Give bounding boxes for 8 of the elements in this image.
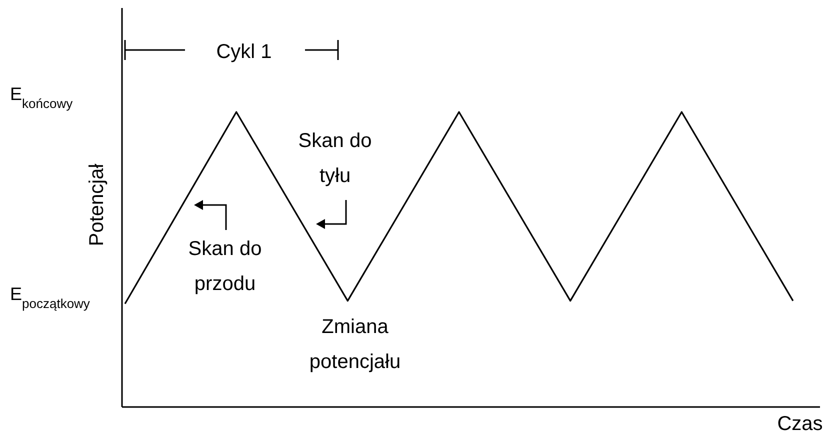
text: E$_{końcowy}$ bbox=[10, 84, 74, 110]
x-axis-title: Czas bbox=[777, 413, 823, 435]
annotation: Skan do tyłu bbox=[298, 130, 372, 187]
annotation: Zmiana potencjału bbox=[309, 316, 401, 373]
annotation: Skan do przodu bbox=[188, 238, 262, 295]
text: E$_{początkowy}$ bbox=[10, 284, 90, 310]
y-axis-title: Potencjał bbox=[86, 163, 108, 246]
text: Cykl 1 bbox=[216, 41, 272, 63]
